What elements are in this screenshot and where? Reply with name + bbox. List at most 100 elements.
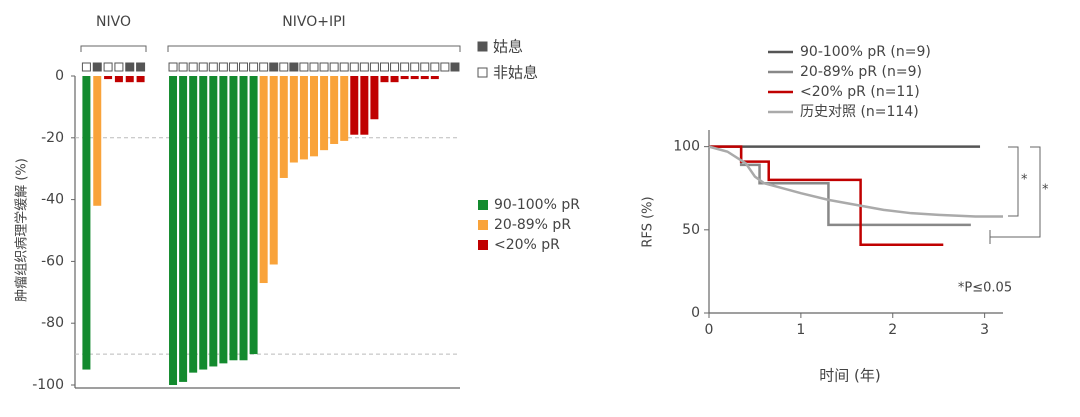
survival-line <box>709 145 944 247</box>
status-square <box>92 62 102 72</box>
x-tick-label: 0 <box>705 322 714 338</box>
y-tick-label: 0 <box>55 68 64 84</box>
bar <box>279 76 288 178</box>
bar <box>104 76 113 80</box>
status-square <box>329 62 339 72</box>
status-square <box>339 62 349 72</box>
status-square <box>103 62 113 72</box>
bar <box>420 76 429 80</box>
y-tick-label: -80 <box>41 315 64 331</box>
legend-label: 20-89% pR (n=9) <box>800 64 922 80</box>
bar <box>390 76 399 83</box>
bar <box>82 76 91 370</box>
legend-label: <20% pR (n=11) <box>800 84 920 100</box>
bar <box>179 76 188 382</box>
bar <box>320 76 329 151</box>
bar <box>360 76 369 135</box>
bar <box>299 76 308 160</box>
annotation: *P≤0.05 <box>958 281 1012 296</box>
status-square <box>369 62 379 72</box>
legend-label: 历史对照 (n=114) <box>800 104 919 120</box>
bar <box>400 76 409 80</box>
status-square <box>379 62 389 72</box>
bar <box>189 76 198 373</box>
bar <box>330 76 339 144</box>
y-tick-label: -100 <box>32 377 64 393</box>
status-square <box>114 62 124 72</box>
annotation: * <box>1021 173 1028 188</box>
status-square <box>136 62 146 72</box>
status-square <box>208 62 218 72</box>
bar <box>370 76 379 120</box>
bar <box>380 76 389 83</box>
status-square <box>188 62 198 72</box>
status-square <box>359 62 369 72</box>
bar <box>289 76 298 163</box>
legend-label: 20-89% pR <box>494 217 571 233</box>
bar <box>219 76 228 364</box>
status-square <box>218 62 228 72</box>
status-square <box>249 62 259 72</box>
bar <box>114 76 123 83</box>
legend-swatch <box>478 240 488 250</box>
status-square <box>410 62 420 72</box>
bar <box>269 76 278 265</box>
bar <box>136 76 145 83</box>
status-square <box>178 62 188 72</box>
survival-line <box>709 145 971 227</box>
status-square <box>125 62 135 72</box>
bar <box>410 76 419 80</box>
status-square <box>299 62 309 72</box>
y-tick-label: 50 <box>682 222 700 238</box>
y-tick-label: 100 <box>673 139 700 155</box>
legend-swatch <box>477 41 488 52</box>
bar <box>229 76 238 361</box>
significance-bracket <box>989 146 1041 244</box>
status-square <box>390 62 400 72</box>
status-square <box>81 62 91 72</box>
status-square <box>279 62 289 72</box>
annotation: * <box>1042 183 1049 198</box>
status-square <box>269 62 279 72</box>
bar <box>125 76 134 83</box>
status-square <box>440 62 450 72</box>
y-tick-label: -60 <box>41 253 64 269</box>
y-tick-label: 0 <box>691 305 700 321</box>
status-square <box>168 62 178 72</box>
status-square <box>309 62 319 72</box>
y-tick-label: -40 <box>41 192 64 208</box>
y-axis-label: 肿瘤组织病理学缓解 (%) <box>14 158 30 302</box>
bar <box>239 76 248 361</box>
status-square <box>198 62 208 72</box>
legend-swatch <box>477 67 488 78</box>
y-axis-label: RFS (%) <box>641 196 656 247</box>
bar <box>249 76 258 355</box>
bar <box>350 76 359 135</box>
bar <box>259 76 268 284</box>
legend-label: 姑息 <box>493 38 523 56</box>
status-square <box>420 62 430 72</box>
status-square <box>239 62 249 72</box>
legend-swatch <box>478 220 488 230</box>
status-square <box>319 62 329 72</box>
status-square <box>349 62 359 72</box>
y-tick-label: -20 <box>41 130 64 146</box>
group-label: NIVO <box>96 14 131 30</box>
group-label: NIVO+IPI <box>282 14 345 30</box>
bar <box>310 76 318 157</box>
legend-swatch <box>478 200 488 210</box>
status-square <box>400 62 410 72</box>
survival-line <box>708 145 1003 218</box>
x-tick-label: 2 <box>888 322 897 338</box>
bar <box>209 76 218 367</box>
group-bracket <box>167 45 461 52</box>
status-square <box>430 62 440 72</box>
x-tick-label: 3 <box>980 322 989 338</box>
x-tick-label: 1 <box>796 322 805 338</box>
legend-label: 90-100% pR <box>494 197 580 213</box>
bar <box>93 76 102 206</box>
significance-bracket <box>1008 146 1019 217</box>
status-square <box>228 62 238 72</box>
bar <box>169 76 178 385</box>
